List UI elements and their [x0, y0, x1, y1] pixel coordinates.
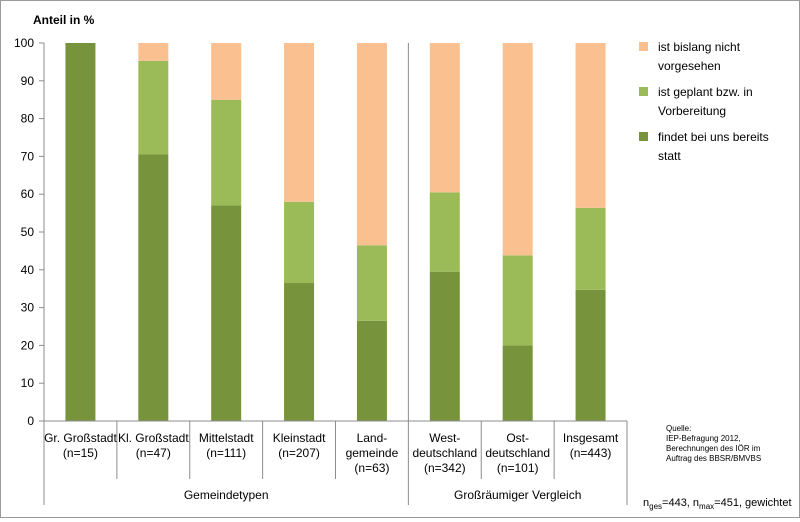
legend-swatch	[639, 87, 648, 96]
bar-segment	[284, 201, 315, 284]
legend-swatch	[639, 42, 648, 51]
group-label: Großräumiger Vergleich	[454, 488, 581, 502]
x-axis: Gr. Großstadt (n=15)Kl. Großstadt (n=47) Mi…	[43, 43, 628, 505]
legend: ist bislang nicht vorgesehen ist geplant b…	[639, 40, 769, 163]
bar-segment	[211, 205, 242, 421]
y-tick-label: 90	[21, 74, 35, 88]
x-tick-label: Mittelstadt (n=111)	[199, 431, 254, 460]
bars	[65, 43, 606, 421]
bar-segment	[575, 43, 606, 208]
legend-swatch	[639, 132, 648, 141]
x-tick-label: Land-gemeinde (n=63)	[346, 431, 399, 475]
bar-segment	[575, 289, 606, 421]
x-tick-label: Insgesamt (n=443)	[563, 431, 619, 460]
bar-segment	[575, 207, 606, 290]
y-tick-label: 20	[21, 338, 35, 352]
bar-segment	[429, 43, 460, 193]
bar-segment	[502, 255, 533, 346]
x-tick-label: West-deutschland (n=342)	[412, 431, 477, 475]
source-line: IEP-Befragung 2012,	[666, 434, 741, 443]
bar-segment	[502, 43, 533, 256]
y-tick-label: 10	[21, 376, 35, 390]
y-tick-label: 50	[21, 225, 35, 239]
x-tick-label: Kleinstadt (n=207)	[273, 431, 326, 460]
x-tick-label: Kl. Großstadt (n=47)	[118, 431, 189, 460]
y-tick-label: 40	[21, 263, 35, 277]
y-tick-label: 80	[21, 112, 35, 126]
x-tick-label: Ost-deutschland (n=101)	[485, 431, 550, 475]
sample-size-note: nges=443, nmax=451, gewichtet	[643, 497, 792, 511]
source-line: Auftrag des BBSR/BMVBS	[666, 454, 762, 463]
y-axis-label: Anteil in %	[33, 13, 95, 27]
bar-segment	[284, 283, 315, 421]
bar-segment	[138, 43, 169, 61]
group-label: Gemeindetypen	[184, 488, 269, 502]
bar-segment	[65, 43, 96, 421]
bar-segment	[284, 43, 315, 202]
y-tick-label: 100	[14, 36, 34, 50]
y-axis: 0 10 20 30 40 50 60 70 80 90 100	[14, 36, 45, 428]
source-line: Quelle:	[666, 424, 692, 433]
y-tick-label: 30	[21, 301, 35, 315]
bar-segment	[138, 154, 169, 421]
bar-segment	[429, 271, 460, 421]
source-line: Berechnungen des IÖR im	[666, 444, 761, 453]
legend-label: ist bislang nicht vorgesehen	[658, 40, 741, 73]
bar-segment	[429, 192, 460, 272]
bar-segment	[211, 99, 242, 206]
bar-segment	[211, 43, 242, 100]
bar-segment	[356, 320, 387, 421]
y-tick-label: 60	[21, 187, 35, 201]
bar-segment	[356, 245, 387, 321]
y-tick-label: 0	[27, 414, 34, 428]
bar-segment	[356, 43, 387, 246]
legend-label: findet bei uns bereits statt	[658, 130, 769, 163]
bar-segment	[502, 345, 533, 421]
x-tick-label: Gr. Großstadt (n=15)	[44, 431, 117, 460]
legend-label: ist geplant bzw. in Vorbereitung	[658, 85, 753, 118]
source-note: Quelle: IEP-Befragung 2012, Berechnungen…	[666, 424, 796, 464]
y-tick-label: 70	[21, 149, 35, 163]
bar-segment	[138, 60, 169, 155]
